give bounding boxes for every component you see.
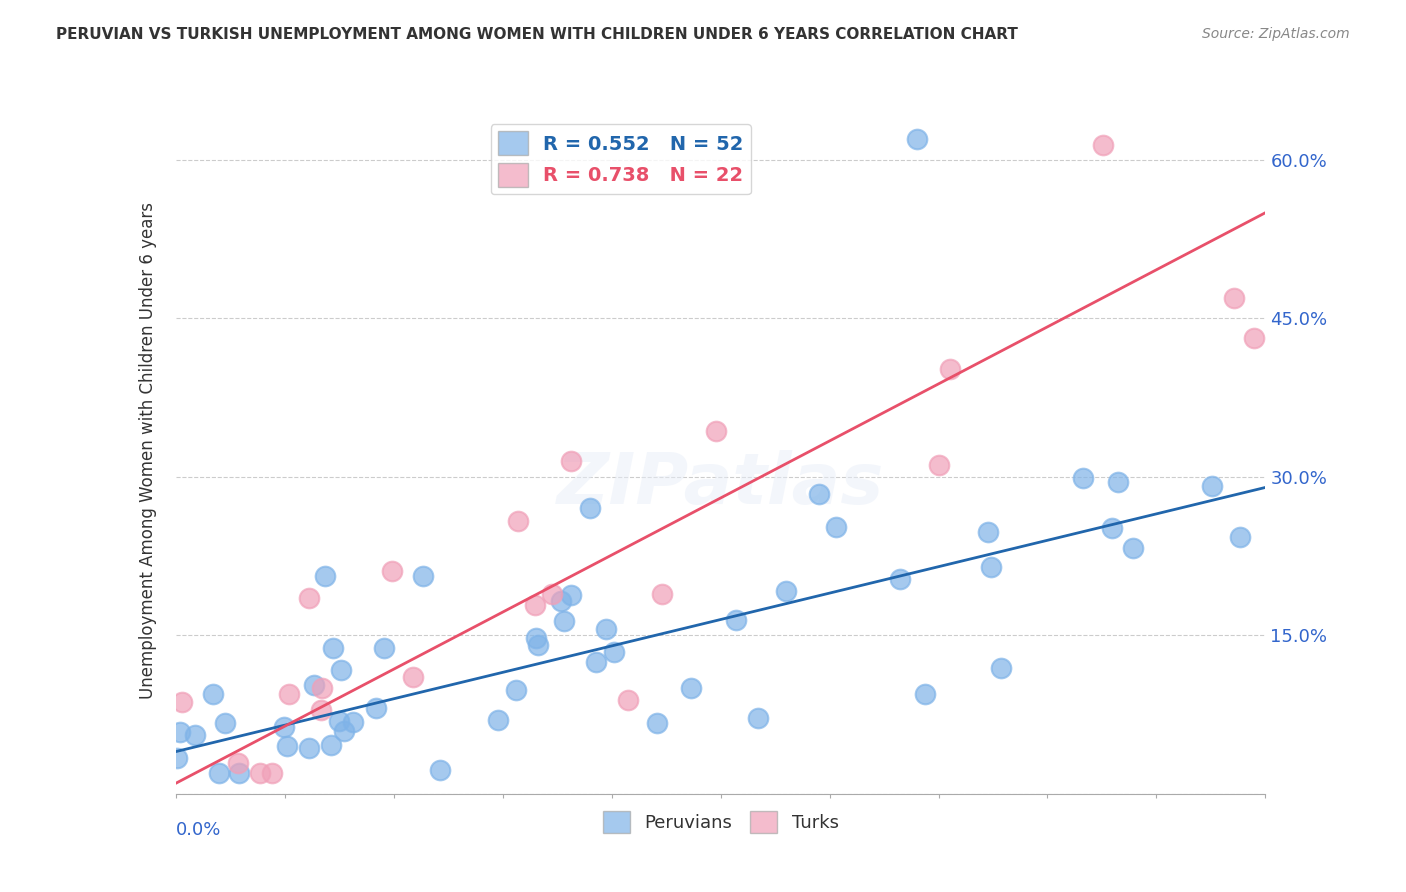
Point bbox=[541, 587, 564, 601]
Point bbox=[645, 715, 668, 730]
Point bbox=[1073, 471, 1095, 485]
Text: 0.0%: 0.0% bbox=[176, 822, 221, 839]
Text: PERUVIAN VS TURKISH UNEMPLOYMENT AMONG WOMEN WITH CHILDREN UNDER 6 YEARS CORRELA: PERUVIAN VS TURKISH UNEMPLOYMENT AMONG W… bbox=[56, 27, 1018, 42]
Point bbox=[311, 681, 333, 696]
Point bbox=[579, 500, 602, 515]
Point bbox=[402, 670, 425, 684]
Point bbox=[328, 714, 350, 728]
Point bbox=[603, 645, 626, 659]
Point bbox=[373, 640, 395, 655]
Point bbox=[977, 524, 1000, 539]
Point bbox=[322, 640, 344, 655]
Point bbox=[298, 741, 321, 756]
Point bbox=[938, 361, 960, 376]
Point bbox=[381, 565, 404, 579]
Point bbox=[560, 588, 582, 602]
Point bbox=[914, 687, 936, 701]
Point bbox=[679, 681, 702, 695]
Point bbox=[277, 687, 299, 701]
Point bbox=[1201, 479, 1223, 493]
Point bbox=[560, 454, 582, 468]
Point bbox=[905, 132, 928, 146]
Point bbox=[276, 739, 298, 753]
Point bbox=[889, 572, 911, 586]
Point bbox=[1091, 138, 1114, 153]
Point bbox=[273, 720, 295, 734]
Point bbox=[508, 514, 530, 528]
Point bbox=[550, 593, 572, 607]
Point bbox=[505, 683, 527, 698]
Point bbox=[184, 728, 207, 742]
Point bbox=[980, 559, 1002, 574]
Point bbox=[1243, 331, 1265, 345]
Y-axis label: Unemployment Among Women with Children Under 6 years: Unemployment Among Women with Children U… bbox=[139, 202, 157, 699]
Point bbox=[342, 715, 364, 730]
Point bbox=[201, 687, 224, 701]
Point bbox=[412, 569, 434, 583]
Point bbox=[747, 711, 769, 725]
Point bbox=[228, 765, 250, 780]
Point bbox=[1122, 541, 1144, 555]
Point bbox=[1223, 291, 1246, 305]
Point bbox=[311, 703, 333, 717]
Point bbox=[724, 613, 747, 627]
Point bbox=[651, 587, 673, 601]
Point bbox=[704, 425, 727, 439]
Text: ZIPatlas: ZIPatlas bbox=[557, 450, 884, 519]
Point bbox=[523, 598, 546, 612]
Text: Source: ZipAtlas.com: Source: ZipAtlas.com bbox=[1202, 27, 1350, 41]
Point bbox=[486, 713, 509, 727]
Point bbox=[616, 692, 638, 706]
Point bbox=[595, 622, 617, 636]
Point bbox=[824, 520, 846, 534]
Point bbox=[1107, 475, 1129, 489]
Point bbox=[166, 751, 188, 765]
Point bbox=[775, 584, 797, 599]
Point bbox=[807, 487, 830, 501]
Point bbox=[214, 715, 236, 730]
Point bbox=[364, 701, 387, 715]
Point bbox=[330, 663, 353, 677]
Point bbox=[170, 696, 193, 710]
Point bbox=[333, 723, 356, 738]
Point bbox=[314, 569, 336, 583]
Point bbox=[553, 615, 575, 629]
Point bbox=[321, 738, 343, 752]
Point bbox=[226, 756, 249, 771]
Point bbox=[585, 656, 607, 670]
Point bbox=[429, 763, 451, 777]
Point bbox=[169, 725, 191, 739]
Point bbox=[1229, 530, 1251, 544]
Point bbox=[302, 678, 325, 692]
Point bbox=[298, 591, 321, 605]
Point bbox=[208, 765, 231, 780]
Point bbox=[990, 660, 1012, 674]
Legend: Peruvians, Turks: Peruvians, Turks bbox=[595, 804, 846, 839]
Point bbox=[524, 631, 547, 645]
Point bbox=[1101, 521, 1123, 535]
Point bbox=[249, 765, 271, 780]
Point bbox=[527, 638, 550, 652]
Point bbox=[928, 458, 950, 473]
Point bbox=[260, 765, 283, 780]
